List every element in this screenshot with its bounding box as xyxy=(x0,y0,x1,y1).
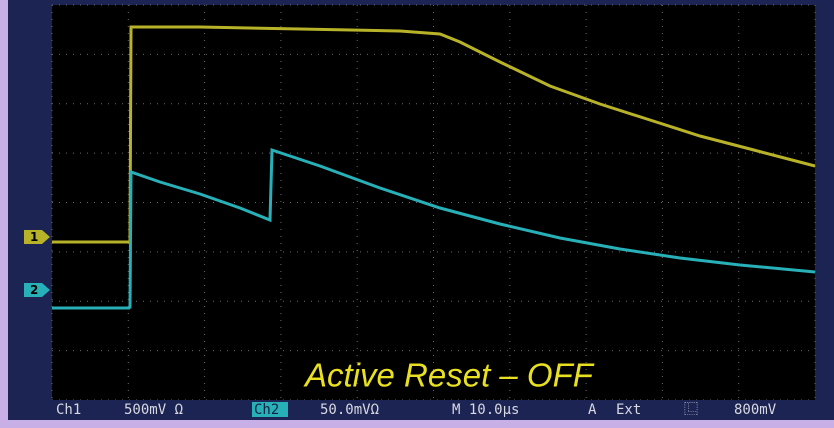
ch1-label: Ch1 xyxy=(56,402,81,418)
trigger-slope: ⿺ xyxy=(684,402,698,418)
scope-screen: 1 2 Active Reset – OFF Ch1 500mV Ω Ch2 5… xyxy=(0,0,834,428)
annotation: Active Reset – OFF xyxy=(303,357,595,394)
display xyxy=(52,5,815,400)
ch2-scale: 50.0mVΩ xyxy=(320,402,379,418)
trigger-source: Ext xyxy=(616,402,641,418)
ch2-label: Ch2 xyxy=(254,402,279,418)
timebase: M 10.0µs xyxy=(452,402,519,418)
ch1-scale: 500mV Ω xyxy=(124,402,183,418)
trigger-mode: A xyxy=(588,402,597,418)
page: {"channel_markers": ["1", "2"], "annotat… xyxy=(0,0,834,428)
ch2-marker-label: 2 xyxy=(30,283,38,297)
trigger-level: 800mV xyxy=(734,402,777,418)
ch1-marker-label: 1 xyxy=(30,230,38,244)
